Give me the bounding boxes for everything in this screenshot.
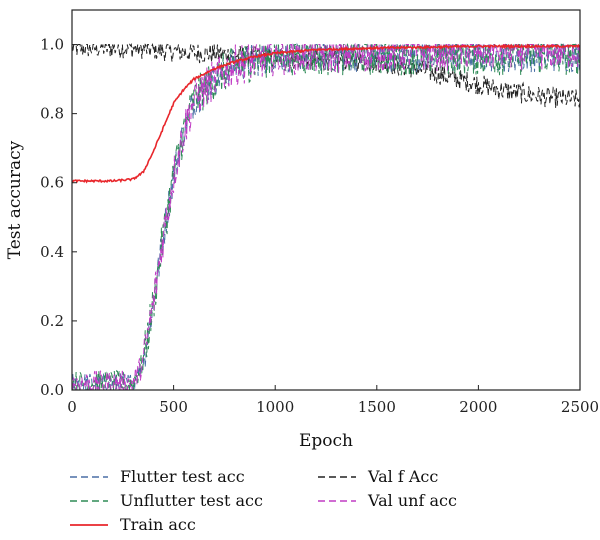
x-tick-label: 2500 <box>561 398 599 416</box>
ticks-layer: 0 500 1000 1500 2000 2500 0.0 0.2 0.4 0.6 0.8 1.0 <box>40 36 599 416</box>
legend-label: Unflutter test acc <box>120 491 263 510</box>
x-tick-label: 0 <box>67 398 77 416</box>
series-line-4 <box>72 42 580 390</box>
y-tick-label: 1.0 <box>40 36 64 54</box>
legend-label: Flutter test acc <box>120 467 245 486</box>
y-axis-label: Test accuracy <box>5 140 25 259</box>
y-tick-label: 0.4 <box>40 243 64 261</box>
x-tick-label: 1000 <box>256 398 294 416</box>
x-tick-label: 1500 <box>358 398 396 416</box>
plot-frame <box>71 9 581 391</box>
x-axis-label: Epoch <box>299 431 353 451</box>
y-tick-label: 0.2 <box>40 312 64 330</box>
series-line-3 <box>72 42 580 108</box>
legend-label: Train acc <box>120 515 196 534</box>
y-tick-label: 0.0 <box>40 381 64 399</box>
x-tick-label: 2000 <box>459 398 497 416</box>
series-layer <box>72 42 580 390</box>
legend-label: Val unf acc <box>367 491 457 510</box>
series-line-2 <box>72 43 580 184</box>
legend-label: Val f Acc <box>367 467 438 486</box>
series-line-1 <box>72 42 580 390</box>
x-tick-label: 500 <box>159 398 188 416</box>
y-tick-label: 0.6 <box>40 174 64 192</box>
legend: Flutter test acc Unflutter test acc Train … <box>70 467 457 534</box>
y-tick-label: 0.8 <box>40 105 64 123</box>
